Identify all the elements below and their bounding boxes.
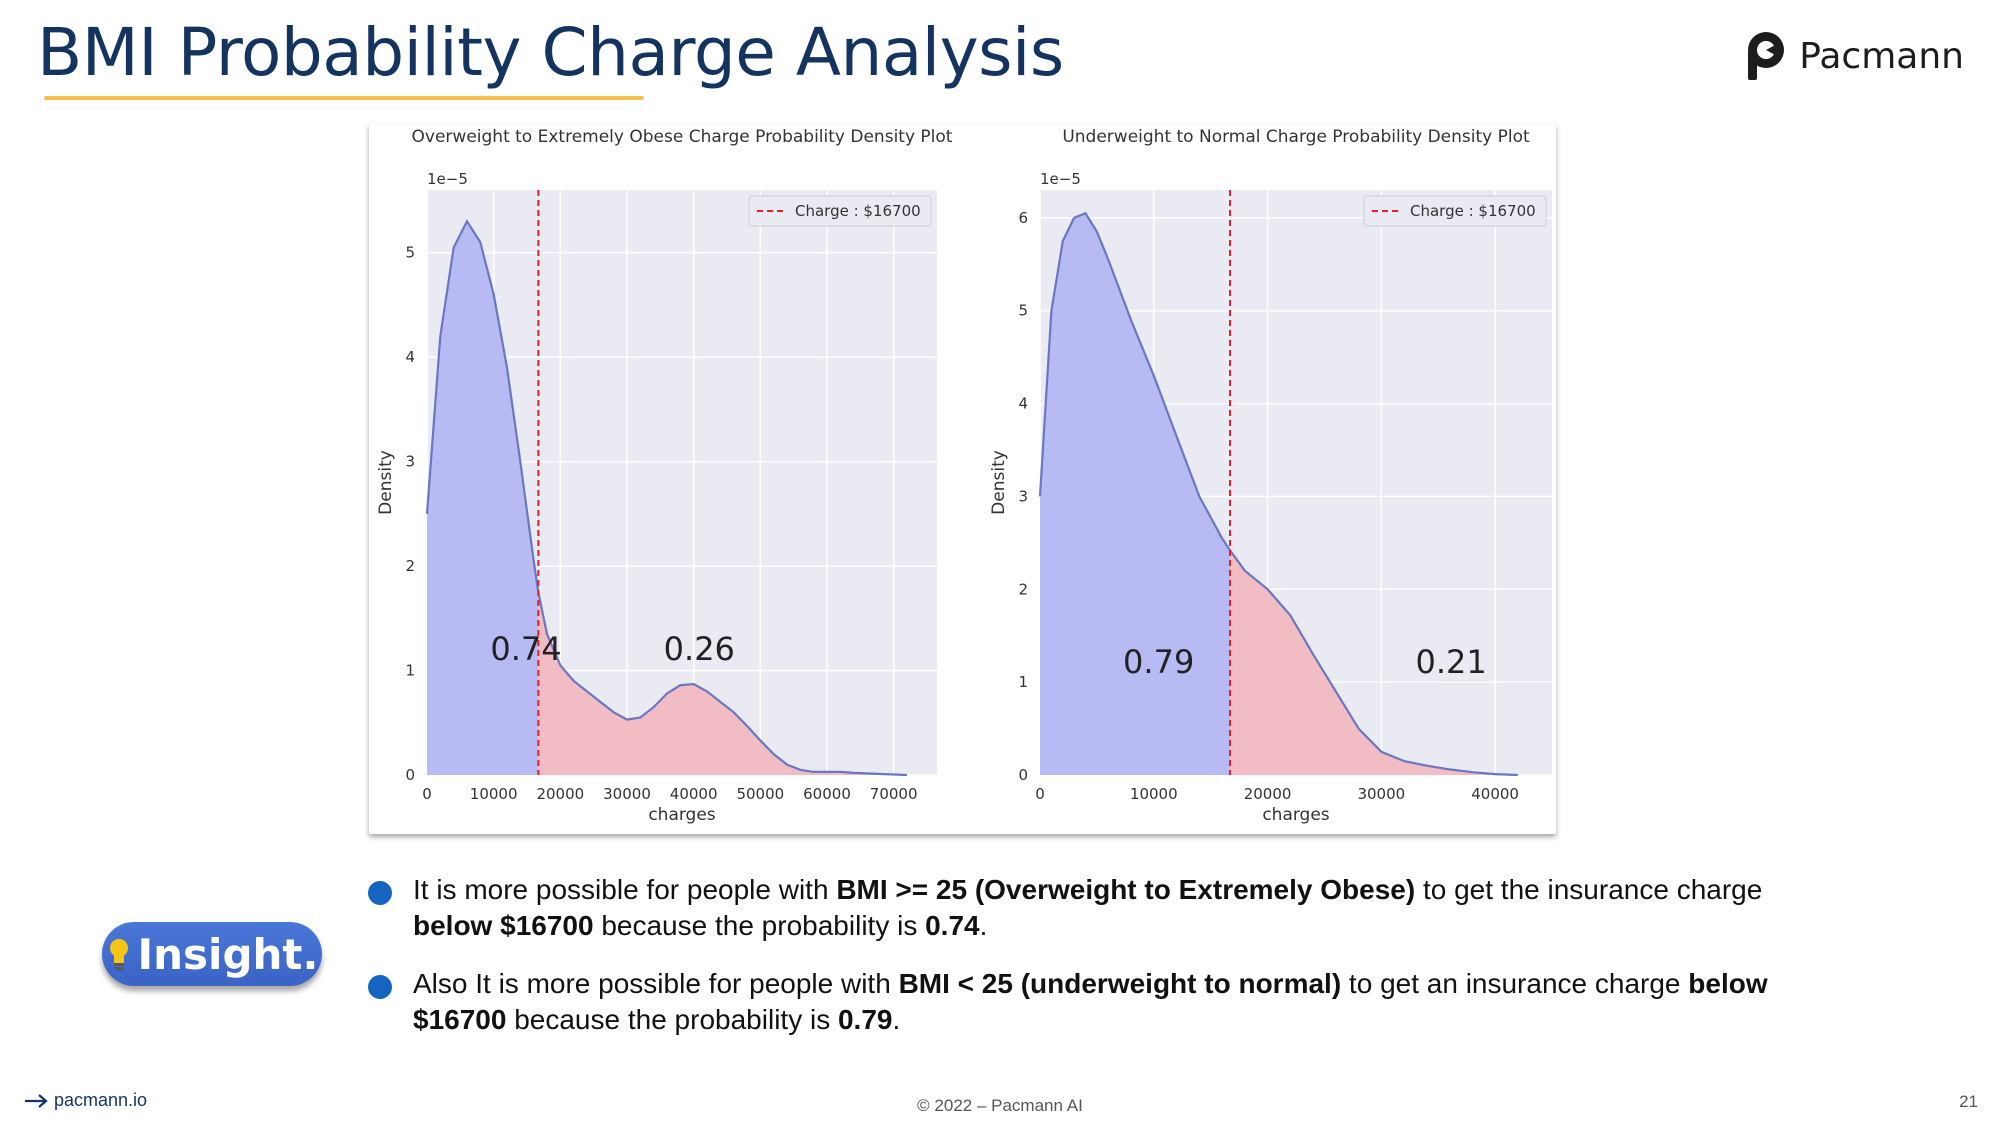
bullet-bold-text: below $16700 bbox=[413, 968, 1768, 1035]
pacmann-logo-icon bbox=[1748, 32, 1785, 80]
area-above-threshold bbox=[538, 592, 907, 775]
arrow-right-icon bbox=[25, 1093, 48, 1108]
page-number: 21 bbox=[1959, 1092, 1978, 1111]
probability-annotation: 0.26 bbox=[664, 630, 735, 668]
y-tick-label: 6 bbox=[1018, 209, 1028, 227]
chart-2 bbox=[1038, 190, 1552, 777]
y-tick-label: 1 bbox=[405, 662, 415, 680]
probability-annotation: 0.21 bbox=[1415, 643, 1486, 681]
legend-label: Charge : $16700 bbox=[1410, 202, 1536, 220]
bullet-text: . bbox=[892, 1004, 901, 1035]
x-tick-label: 50000 bbox=[736, 785, 784, 803]
chart-1 bbox=[425, 190, 937, 777]
y-tick-label: 0 bbox=[1018, 766, 1028, 784]
x-tick-label: 40000 bbox=[1471, 785, 1519, 803]
y-tick-label: 4 bbox=[405, 348, 415, 366]
title-underline bbox=[44, 96, 644, 100]
footer-link-text: pacmann.io bbox=[54, 1090, 148, 1110]
area-above-threshold bbox=[1230, 550, 1518, 775]
bullet-text: It is more possible for people with bbox=[413, 874, 837, 905]
x-tick-label: 60000 bbox=[803, 785, 851, 803]
charts-panel: 0 10000 20000 30000 40000 50000 60000 70000 0 1 2 3… bbox=[369, 124, 1556, 834]
x-tick-label: 30000 bbox=[603, 785, 651, 803]
x-tick-label: 30000 bbox=[1357, 785, 1405, 803]
y-tick-label: 2 bbox=[405, 557, 415, 575]
bullet-text: . bbox=[979, 910, 988, 941]
y-tick-label: 2 bbox=[1018, 580, 1028, 598]
bullet-text: to get the insurance charge bbox=[1415, 874, 1763, 905]
insight-label: Insight. bbox=[137, 929, 319, 979]
insight-bullet-1: It is more possible for people with BMI … bbox=[368, 872, 1768, 944]
footer-link[interactable]: pacmann.io bbox=[24, 1090, 147, 1111]
lightbulb-icon bbox=[109, 939, 128, 970]
x-tick-label: 70000 bbox=[870, 785, 918, 803]
x-tick-label: 10000 bbox=[1130, 785, 1178, 803]
area-below-threshold bbox=[1040, 213, 1231, 775]
brand-logo-group: Pacmann bbox=[1745, 30, 1964, 82]
y-tick-label: 4 bbox=[1018, 395, 1028, 413]
probability-annotation: 0.74 bbox=[490, 630, 561, 668]
y-tick-label: 5 bbox=[1018, 302, 1028, 320]
brand-name: Pacmann bbox=[1799, 35, 1964, 77]
legend-box bbox=[748, 195, 932, 227]
bullet-bold-text: 0.74 bbox=[925, 910, 980, 941]
x-tick-label: 40000 bbox=[670, 785, 718, 803]
x-tick-label: 20000 bbox=[1244, 785, 1292, 803]
density-line bbox=[1038, 211, 1518, 777]
insight-bullets: It is more possible for people with BMI … bbox=[368, 872, 1768, 1060]
footer-copyright: © 2022 – Pacmann AI bbox=[917, 1096, 1083, 1115]
y-axis-label: Density bbox=[989, 450, 1009, 515]
density-charts: 0 10000 20000 30000 40000 50000 60000 70000 0 1 2 3… bbox=[376, 127, 1552, 825]
legend-label: Charge : $16700 bbox=[795, 202, 921, 220]
bullet-dot bbox=[368, 881, 392, 905]
probability-annotation: 0.79 bbox=[1123, 643, 1194, 681]
y-tick-label: 0 bbox=[405, 766, 415, 784]
y-axis-label: Density bbox=[376, 450, 396, 515]
bullet-bold-text: BMI >= 25 (Overweight to Extremely Obese… bbox=[836, 874, 1416, 905]
x-axis-label: charges bbox=[1262, 805, 1329, 825]
y-tick-label: 5 bbox=[405, 244, 415, 262]
slide-title: BMI Probability Charge Analysis bbox=[37, 14, 1064, 91]
x-tick-label: 20000 bbox=[536, 785, 584, 803]
bullet-dot bbox=[368, 975, 392, 999]
x-tick-label: 10000 bbox=[470, 785, 518, 803]
bullet-text: because the probability is bbox=[593, 910, 926, 941]
x-axis-label: charges bbox=[648, 805, 715, 825]
bullet-bold-text: 0.79 bbox=[837, 1004, 893, 1035]
y-tick-label: 3 bbox=[1018, 487, 1028, 505]
bullet-text: Also It is more possible for people with bbox=[413, 968, 899, 999]
bullet-text: to get an insurance charge bbox=[1341, 968, 1689, 999]
y-multiplier-label: 1e−5 bbox=[1040, 170, 1081, 188]
insight-bullet-2: Also It is more possible for people with… bbox=[368, 966, 1768, 1038]
y-tick-label: 1 bbox=[1018, 673, 1028, 691]
bullet-text: because the probability is bbox=[506, 1004, 838, 1035]
chart-title: Overweight to Extremely Obese Charge Pro… bbox=[412, 127, 953, 147]
y-tick-label: 3 bbox=[405, 453, 415, 471]
area-below-threshold bbox=[427, 221, 539, 776]
density-line bbox=[425, 219, 908, 777]
bullet-bold-text: BMI < 25 (underweight to normal) bbox=[898, 968, 1342, 999]
legend-box bbox=[1363, 195, 1547, 227]
y-multiplier-label: 1e−5 bbox=[427, 170, 468, 188]
x-tick-label: 0 bbox=[1035, 785, 1045, 803]
insight-badge: Insight. bbox=[102, 922, 322, 986]
bullet-bold-text: below $16700 bbox=[413, 910, 594, 941]
chart-title: Underweight to Normal Charge Probability… bbox=[1062, 127, 1530, 147]
x-tick-label: 0 bbox=[422, 785, 432, 803]
